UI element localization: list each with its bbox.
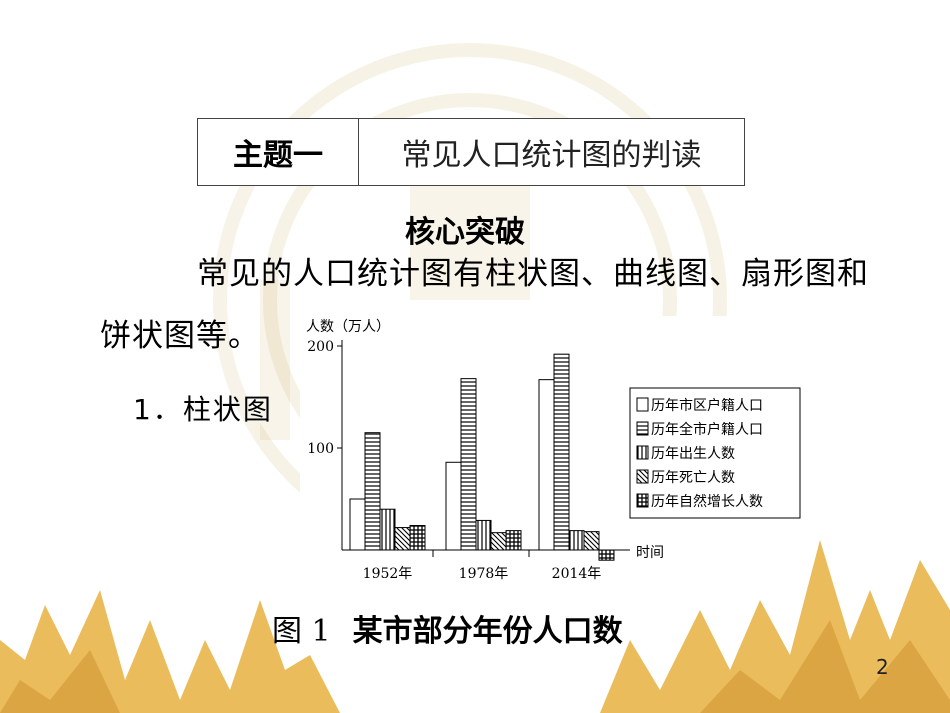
bar-3-3 bbox=[568, 530, 585, 551]
bar-2-3 bbox=[553, 353, 570, 551]
page-number: 2 bbox=[876, 655, 889, 679]
x-axis-label: 时间 bbox=[636, 545, 664, 561]
list-item-bar-chart: 1．柱状图 bbox=[133, 393, 273, 426]
legend-entry: 历年全市户籍人口 bbox=[651, 421, 763, 438]
bar-1-2 bbox=[445, 461, 462, 551]
topic-title: 常见人口统计图的判读 bbox=[401, 138, 702, 173]
y-tick-label: 100 bbox=[307, 441, 334, 457]
legend-box bbox=[629, 387, 801, 519]
paragraph-line-2: 饼状图等。 bbox=[100, 318, 260, 354]
topic-label: 主题一 bbox=[198, 119, 359, 185]
figure-caption: 图 1 某市部分年份人口数 bbox=[272, 606, 623, 650]
legend-swatch bbox=[636, 421, 649, 436]
legend-entry: 历年死亡人数 bbox=[651, 470, 735, 486]
legend-swatch bbox=[636, 493, 649, 508]
x-tick-label: 2014年 bbox=[552, 566, 602, 582]
x-tick-label: 1952年 bbox=[363, 566, 413, 582]
legend-swatch bbox=[636, 469, 649, 484]
legend-entry: 历年市区户籍人口 bbox=[651, 397, 763, 414]
bar-4-2 bbox=[490, 532, 507, 551]
chart-container: 100 200 人数（万人） 时间 1952年 1978年 2014年 历年市区户籍人口 历年… bbox=[300, 316, 806, 584]
y-tick-label: 200 bbox=[307, 339, 334, 355]
section-heading: 核心突破 bbox=[405, 215, 525, 250]
population-bar-chart: 100 200 人数（万人） 时间 1952年 1978年 2014年 历年市区户籍人口历年… bbox=[306, 319, 801, 582]
paragraph-line-1: 常见的人口统计图有柱状图、曲线图、扇形图和 bbox=[197, 256, 869, 292]
bar-5-1 bbox=[409, 525, 426, 551]
bar-5-3 bbox=[598, 549, 615, 561]
topic-box: 主题一 常见人口统计图的判读 bbox=[197, 118, 745, 186]
figure-title: 某市部分年份人口数 bbox=[352, 614, 623, 649]
bar-4-1 bbox=[394, 527, 411, 551]
legend-swatch bbox=[636, 445, 649, 460]
legend-entry: 历年自然增长人数 bbox=[651, 493, 763, 510]
bar-3-1 bbox=[379, 508, 396, 551]
bar-5-2 bbox=[505, 530, 522, 551]
legend-entry: 历年出生人数 bbox=[651, 446, 735, 462]
bar-1-3 bbox=[538, 379, 555, 551]
bar-1-1 bbox=[349, 498, 366, 551]
bar-4-3 bbox=[583, 531, 600, 551]
decorative-mountains bbox=[0, 540, 950, 713]
figure-number: 图 1 bbox=[272, 614, 331, 649]
y-axis-label: 人数（万人） bbox=[306, 319, 390, 335]
x-tick-label: 1978年 bbox=[459, 566, 509, 582]
bar-2-1 bbox=[364, 432, 381, 551]
legend-swatch bbox=[636, 397, 649, 412]
bar-2-2 bbox=[460, 378, 477, 551]
bar-3-2 bbox=[475, 519, 492, 551]
